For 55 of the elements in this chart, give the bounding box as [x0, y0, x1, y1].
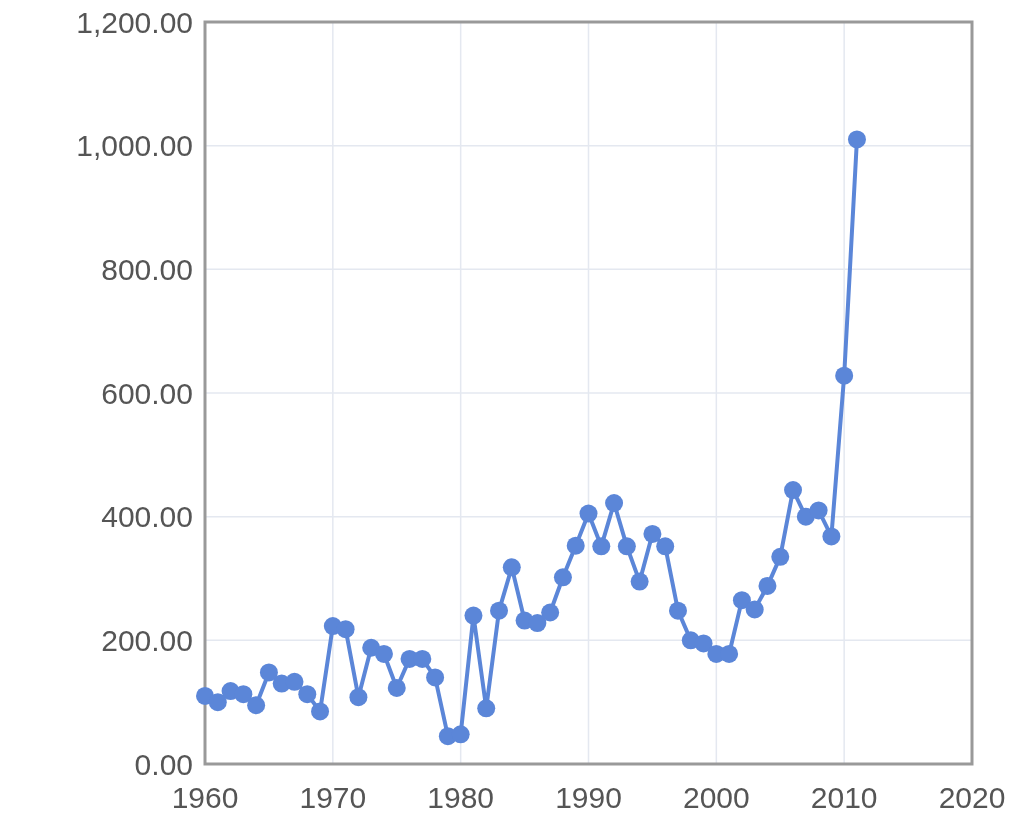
y-tick-label: 1,200.00: [76, 5, 193, 39]
y-tick-label: 0.00: [134, 747, 193, 781]
point: [451, 725, 470, 744]
y-tick-label: 600.00: [101, 376, 193, 410]
point: [311, 702, 330, 721]
x-tick-label: 2010: [810, 781, 878, 814]
point: [502, 558, 521, 577]
point: [426, 668, 445, 687]
x-tick-label: 1990: [555, 781, 622, 814]
point: [668, 601, 687, 620]
point: [630, 572, 649, 591]
point: [541, 603, 560, 622]
point: [617, 537, 636, 556]
point: [208, 693, 227, 712]
y-tick-label: 400.00: [101, 500, 193, 534]
point: [298, 685, 317, 704]
x-tick-label: 1980: [427, 781, 495, 814]
y-tick-label: 200.00: [101, 623, 193, 657]
point: [758, 576, 777, 595]
point: [847, 130, 866, 149]
point: [643, 524, 662, 543]
point: [349, 688, 368, 707]
point: [464, 606, 483, 625]
y-tick-label: 800.00: [101, 252, 193, 286]
point: [336, 620, 355, 639]
point: [656, 537, 675, 556]
point: [579, 504, 598, 523]
point: [784, 481, 803, 500]
y-tick-label: 1,000.00: [76, 129, 193, 163]
point: [247, 696, 266, 715]
point: [835, 366, 854, 385]
x-tick-label: 1970: [299, 781, 367, 814]
point: [694, 634, 713, 653]
point: [553, 568, 572, 587]
point: [822, 527, 841, 546]
point: [387, 678, 406, 697]
point: [374, 644, 393, 663]
x-tick-label: 2020: [938, 781, 1006, 814]
x-tick-label: 1960: [171, 781, 239, 814]
point: [566, 536, 585, 555]
point: [605, 494, 624, 513]
point: [413, 649, 432, 668]
point: [285, 672, 304, 691]
point: [809, 501, 828, 520]
point: [732, 591, 751, 610]
point: [528, 614, 547, 633]
point: [745, 600, 764, 619]
point: [720, 644, 739, 663]
x-tick-label: 2000: [682, 781, 750, 814]
point: [259, 663, 278, 682]
point: [592, 537, 611, 556]
point: [490, 601, 509, 620]
point: [234, 685, 253, 704]
point: [477, 699, 496, 718]
point: [771, 547, 790, 566]
